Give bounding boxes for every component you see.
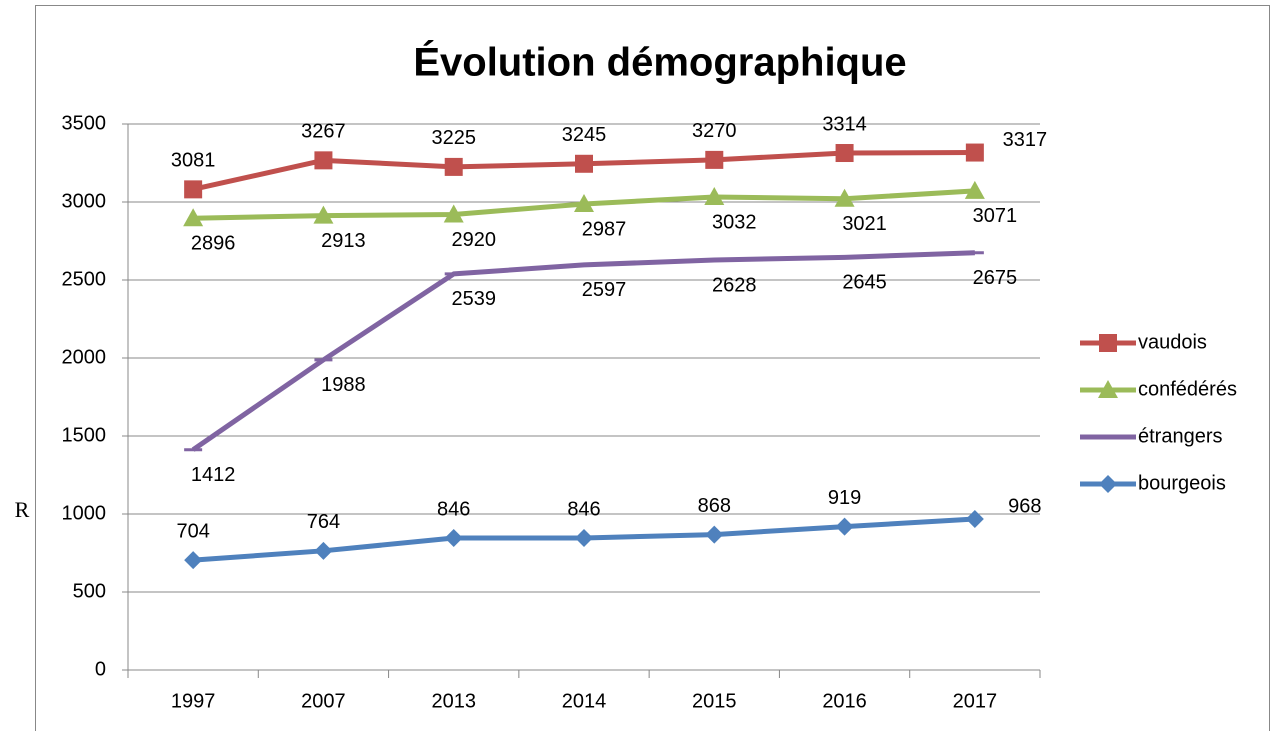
marker (444, 529, 463, 548)
data-label: 3314 (822, 113, 867, 135)
data-label: 2597 (582, 279, 627, 301)
data-label: 3081 (171, 150, 216, 172)
y-tick-label: 1500 (62, 424, 107, 446)
marker (835, 517, 854, 536)
y-tick-label: 3500 (62, 112, 107, 134)
data-label: 3225 (431, 127, 476, 149)
y-tick-label: 0 (95, 658, 106, 680)
legend-marker (1099, 334, 1117, 352)
y-tick-label: 3000 (62, 190, 107, 212)
marker (575, 154, 593, 173)
marker (965, 509, 984, 528)
legend-marker (1098, 380, 1118, 398)
data-label: 3021 (842, 213, 887, 235)
data-label: 846 (437, 498, 470, 520)
marker (184, 551, 203, 570)
marker (575, 529, 593, 548)
data-label: 2645 (842, 272, 887, 294)
data-label: 2920 (451, 229, 496, 251)
y-tick-label: 2000 (62, 346, 107, 368)
y-tick-label: 500 (73, 580, 106, 602)
legend-marker (1099, 475, 1117, 493)
data-label: 3267 (301, 121, 346, 143)
marker (705, 150, 724, 169)
legend-label: confédérés (1138, 378, 1237, 400)
data-label: 3245 (562, 124, 607, 146)
marker (705, 525, 724, 544)
marker (183, 208, 204, 227)
marker (965, 143, 984, 162)
data-label: 919 (828, 487, 861, 509)
marker (443, 204, 464, 223)
data-label: 3071 (973, 205, 1018, 227)
data-label: 2675 (973, 267, 1018, 289)
data-label: 868 (698, 495, 731, 517)
legend-label: vaudois (1138, 331, 1207, 353)
data-label: 3032 (712, 211, 757, 233)
data-label: 2913 (321, 230, 366, 252)
marker (184, 180, 203, 199)
chart-frame (35, 5, 1270, 731)
side-label: R (15, 497, 30, 522)
data-label: 2539 (451, 288, 496, 310)
data-label: 3317 (1003, 129, 1048, 151)
data-label: 2987 (582, 218, 627, 240)
x-tick-label: 2007 (301, 690, 346, 712)
chart-title: Évolution démographique (413, 40, 906, 85)
x-tick-label: 2017 (953, 690, 998, 712)
marker (313, 205, 334, 224)
data-label: 704 (176, 520, 209, 542)
marker (314, 541, 333, 560)
legend-label: bourgeois (1138, 472, 1226, 494)
marker (704, 187, 725, 206)
marker (964, 180, 985, 199)
x-tick-label: 2015 (692, 690, 737, 712)
x-tick-label: 2014 (562, 690, 607, 712)
data-label: 968 (1008, 495, 1041, 517)
data-label: 1988 (321, 374, 366, 396)
data-label: 764 (307, 511, 340, 533)
marker (835, 144, 854, 163)
marker (834, 188, 855, 207)
marker (574, 194, 594, 213)
marker (444, 157, 463, 176)
legend-label: étrangers (1138, 425, 1223, 447)
data-label: 846 (567, 498, 600, 520)
marker (314, 151, 333, 170)
x-tick-label: 1997 (171, 690, 216, 712)
data-label: 2896 (191, 233, 236, 255)
data-label: 2628 (712, 274, 757, 296)
y-tick-label: 1000 (62, 502, 107, 524)
y-tick-label: 2500 (62, 268, 107, 290)
x-tick-label: 2013 (431, 690, 476, 712)
data-label: 1412 (191, 464, 236, 486)
x-tick-label: 2016 (822, 690, 867, 712)
data-label: 3270 (692, 120, 737, 142)
